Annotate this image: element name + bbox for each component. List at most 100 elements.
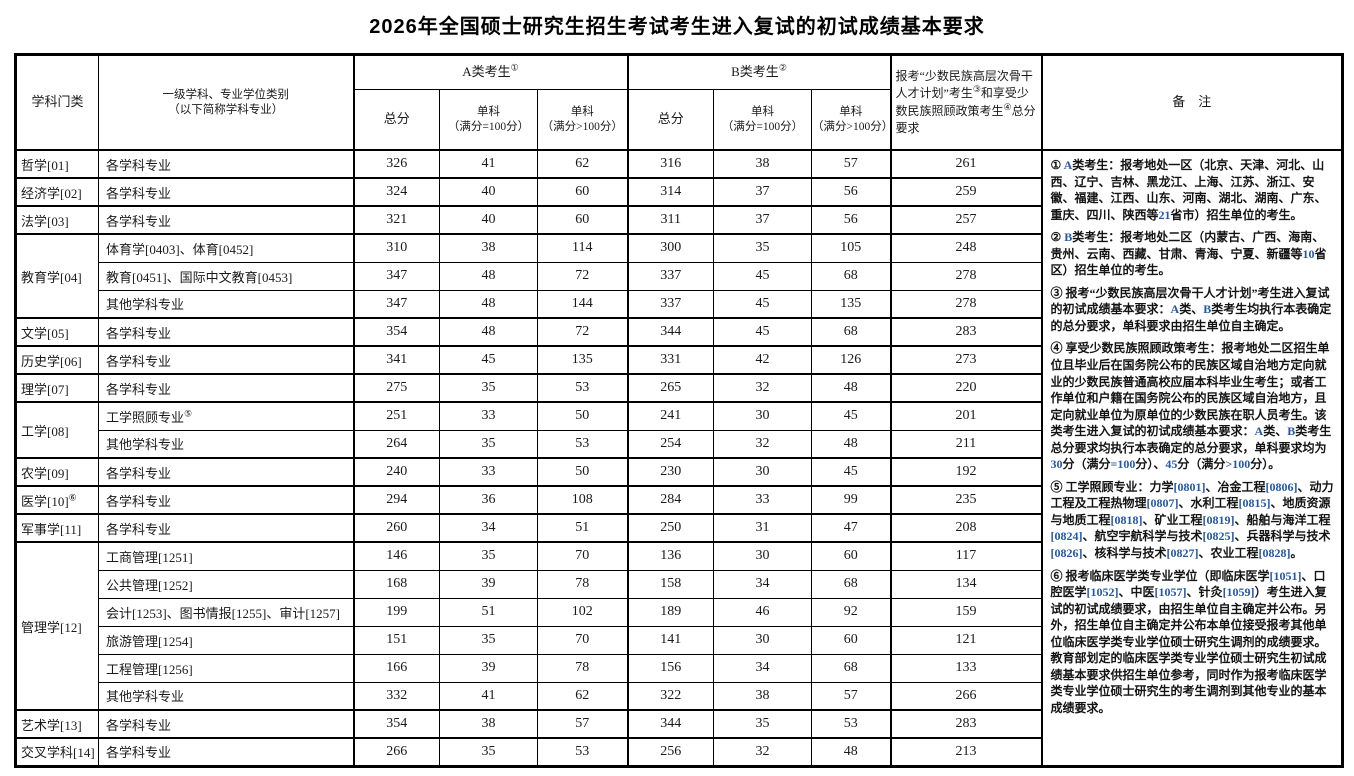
category-cell: 经济学[02]	[15, 177, 99, 207]
score-cell: 259	[889, 177, 1043, 207]
score-cell: 192	[889, 457, 1043, 487]
header-specialty: 一级学科、专业学位类别 （以下简称学科专业）	[98, 54, 354, 151]
specialty-cell: 各学科专业	[98, 317, 354, 347]
score-cell: 135	[536, 345, 629, 375]
score-cell: 220	[889, 373, 1043, 403]
specialty-cell: 公共管理[1252]	[98, 569, 354, 599]
score-cell: 32	[713, 373, 813, 403]
score-cell: 254	[626, 429, 715, 459]
score-cell: 68	[811, 317, 892, 347]
score-cell: 31	[713, 513, 813, 543]
score-cell: 36	[439, 485, 538, 515]
remark-paragraph: ② B类考生：报考地处二区（内蒙古、广西、海南、贵州、云南、西藏、甘肃、青海、宁…	[1050, 230, 1327, 278]
score-cell: 201	[889, 401, 1043, 431]
score-cell: 151	[352, 625, 440, 655]
score-cell: 135	[811, 289, 892, 319]
score-cell: 134	[889, 569, 1043, 599]
score-cell: 283	[889, 317, 1043, 347]
score-cell: 235	[889, 485, 1043, 515]
score-cell: 347	[352, 289, 440, 319]
table-row: 旅游管理[1254] 151 35 70 141 30 60 121	[16, 625, 1343, 655]
score-cell: 284	[626, 485, 715, 515]
score-cell: 72	[536, 261, 629, 291]
score-cell: 347	[352, 261, 440, 291]
score-cell: 240	[352, 457, 440, 487]
score-cell: 294	[352, 485, 440, 515]
score-cell: 60	[536, 177, 629, 207]
score-cell: 189	[626, 597, 715, 627]
score-cell: 322	[626, 681, 715, 711]
score-cell: 30	[713, 625, 813, 655]
header-minority: 报考“少数民族高层次骨干人才计划”考生③和享受少数民族照顾政策考生④总分要求	[889, 54, 1043, 151]
score-cell: 33	[439, 401, 538, 431]
score-cell: 48	[439, 261, 538, 291]
score-cell: 156	[626, 653, 715, 683]
table-row: 教育学[04] 体育学[0403]、体育[0452] 310 38 114 300 35 10…	[15, 233, 1343, 319]
score-cell: 47	[811, 513, 892, 543]
category-cell: 管理学[12]	[15, 541, 99, 711]
table-row: 经济学[02] 各学科专业 324 40 60 314 37 56 259	[15, 177, 1343, 207]
score-cell: 159	[889, 597, 1043, 627]
specialty-cell: 其他学科专业	[98, 681, 354, 711]
score-cell: 251	[352, 401, 440, 431]
score-cell: 105	[811, 233, 892, 263]
score-cell: 324	[352, 177, 440, 207]
score-cell: 35	[439, 429, 538, 459]
score-cell: 30	[713, 401, 813, 431]
score-cell: 41	[439, 681, 538, 711]
score-cell: 310	[352, 233, 440, 263]
score-cell: 45	[811, 401, 892, 431]
specialty-cell: 各学科专业	[98, 205, 354, 235]
score-cell: 250	[626, 513, 715, 543]
remarks-cell: ① A类考生：报考地处一区（北京、天津、河北、山西、辽宁、吉林、黑龙江、上海、江…	[1040, 149, 1344, 767]
score-cell: 354	[352, 709, 440, 739]
header-remarks: 备 注	[1040, 54, 1344, 151]
remark-paragraph: ③ 报考“少数民族高层次骨干人才计划”考生进入复试的初试成绩基本要求：A类、B类…	[1050, 285, 1332, 333]
score-cell: 146	[352, 541, 440, 571]
score-cell: 50	[536, 457, 629, 487]
table-row: 交叉学科[14] 各学科专业 266 35 53 256 32 48 213	[15, 737, 1343, 767]
page-title: 2026年全国硕士研究生招生考试考生进入复试的初试成绩基本要求	[369, 16, 985, 38]
score-cell: 70	[536, 541, 629, 571]
category-cell: 工学[08]	[15, 401, 99, 459]
score-cell: 38	[439, 233, 538, 263]
score-cell: 241	[626, 401, 715, 431]
category-cell: 医学[10]⑥	[15, 485, 99, 515]
score-cell: 62	[536, 149, 629, 179]
specialty-cell: 各学科专业	[98, 457, 354, 487]
category-cell: 艺术学[13]	[15, 709, 99, 739]
score-cell: 56	[811, 205, 892, 235]
score-cell: 35	[713, 233, 813, 263]
score-cell: 62	[536, 681, 629, 711]
category-cell: 理学[07]	[15, 373, 99, 403]
score-cell: 283	[889, 709, 1043, 739]
score-cell: 38	[439, 709, 538, 739]
score-cell: 34	[439, 513, 538, 543]
specialty-cell: 各学科专业	[98, 737, 354, 767]
specialty-cell: 教育[0451]、国际中文教育[0453]	[98, 261, 354, 291]
score-cell: 275	[352, 373, 440, 403]
specialty-cell: 各学科专业	[98, 373, 354, 403]
score-cell: 53	[536, 373, 629, 403]
score-cell: 264	[352, 429, 440, 459]
score-cell: 45	[811, 457, 892, 487]
score-cell: 278	[889, 261, 1043, 291]
score-cell: 117	[889, 541, 1043, 571]
score-cell: 45	[713, 261, 813, 291]
score-cell: 60	[811, 541, 892, 571]
score-cell: 57	[536, 709, 629, 739]
score-cell: 51	[439, 597, 538, 627]
score-cell: 50	[536, 401, 629, 431]
specialty-cell: 各学科专业	[98, 513, 354, 543]
specialty-cell: 各学科专业	[98, 709, 354, 739]
score-cell: 38	[713, 149, 813, 179]
header-category: 学科门类	[15, 54, 99, 151]
score-cell: 57	[811, 149, 892, 179]
score-cell: 46	[713, 597, 813, 627]
specialty-cell: 会计[1253]、图书情报[1255]、审计[1257]	[98, 597, 354, 627]
score-cell: 344	[626, 317, 715, 347]
score-cell: 45	[713, 289, 813, 319]
table-row: 公共管理[1252] 168 39 78 158 34 68 134	[16, 569, 1343, 599]
table-row: 农学[09] 各学科专业 240 33 50 230 30 45 192	[15, 457, 1343, 487]
score-cell: 114	[536, 233, 629, 263]
